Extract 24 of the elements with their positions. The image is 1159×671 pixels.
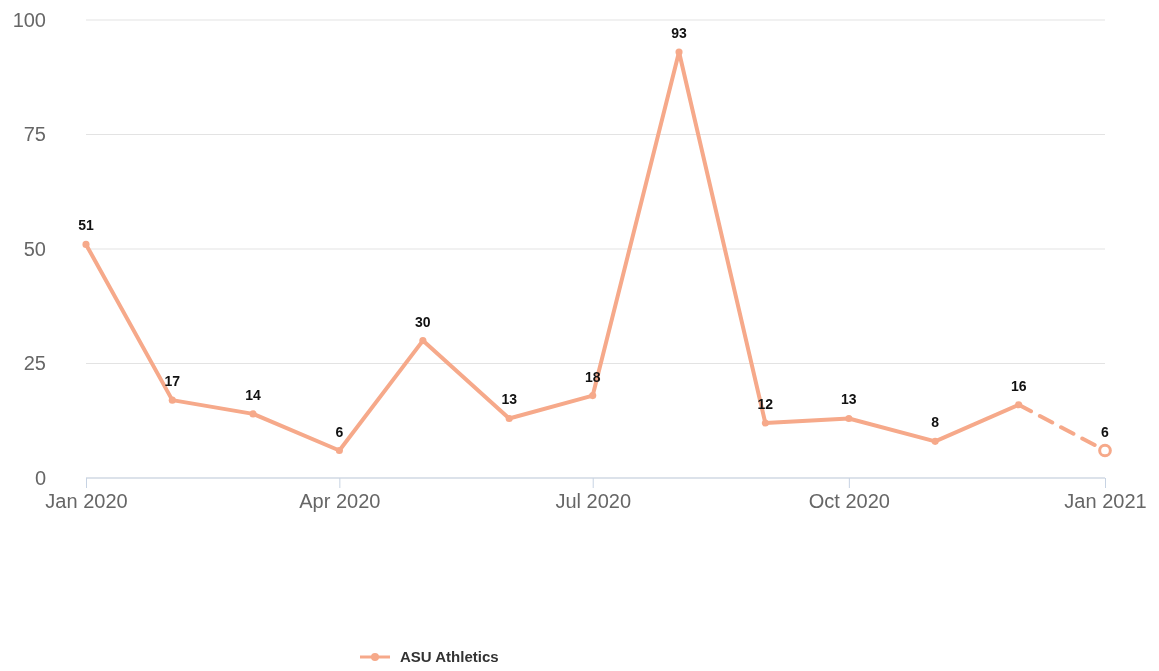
data-label: 13 — [841, 391, 857, 408]
data-label: 93 — [671, 25, 688, 42]
data-label: 18 — [584, 368, 601, 385]
data-label: 8 — [931, 414, 940, 431]
x-tick-label: Oct 2020 — [808, 490, 890, 513]
data-label: 14 — [245, 386, 262, 403]
x-tick-label: Jan 2021 — [1064, 490, 1147, 513]
y-tick-label: 25 — [23, 352, 46, 375]
data-label: 51 — [78, 217, 94, 234]
x-tick-label: Apr 2020 — [299, 490, 381, 513]
data-label: 16 — [1010, 377, 1027, 394]
x-tick-label: Jul 2020 — [555, 490, 632, 513]
data-label: 30 — [415, 313, 431, 330]
y-tick-label: 50 — [23, 237, 46, 260]
data-label: 12 — [757, 396, 774, 413]
legend-label: ASU Athletics — [400, 648, 499, 665]
data-label: 6 — [1101, 423, 1110, 440]
y-tick-label: 75 — [23, 123, 46, 146]
y-tick-label: 0 — [34, 466, 46, 489]
x-tick-label: Jan 2020 — [45, 490, 128, 513]
data-label: 6 — [335, 423, 344, 440]
y-tick-label: 100 — [12, 8, 46, 31]
data-label: 17 — [164, 373, 181, 390]
data-label: 13 — [501, 391, 518, 408]
